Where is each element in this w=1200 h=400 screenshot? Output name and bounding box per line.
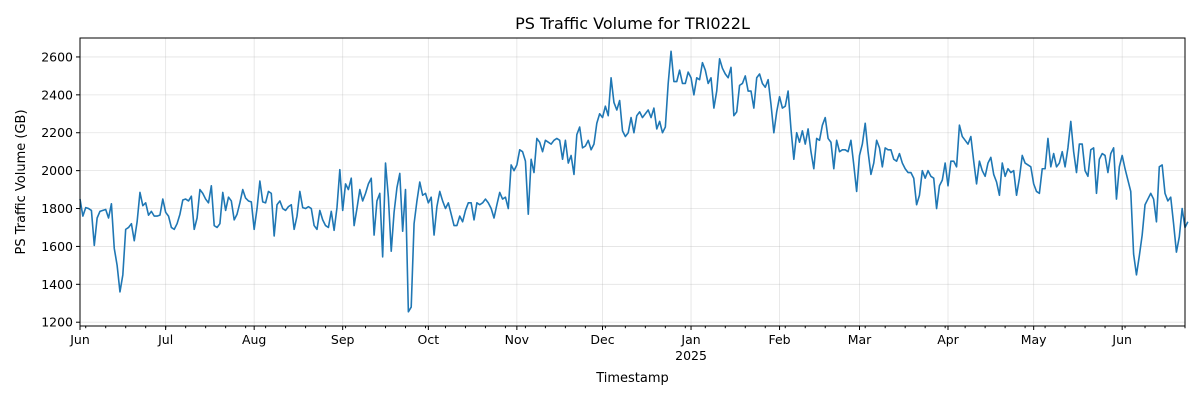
x-tick-label: May	[1021, 332, 1047, 347]
y-tick-label: 2400	[41, 87, 73, 102]
y-tick-label: 1200	[41, 315, 73, 330]
grid	[79, 38, 1185, 326]
y-tick-label: 1800	[41, 201, 73, 216]
y-tick-label: 2000	[41, 163, 73, 178]
x-tick-label: Oct	[418, 332, 440, 347]
y-axis-label: PS Traffic Volume (GB)	[14, 109, 29, 254]
x-tick-label: Sep	[331, 332, 355, 347]
x-tick-label: Jan	[680, 332, 700, 347]
x-axis-label: Timestamp	[595, 371, 669, 386]
y-tick-label: 2200	[41, 125, 73, 140]
y-tick-label: 1600	[41, 239, 73, 254]
x-tick-label: Dec	[590, 332, 614, 347]
x-tick-label: Nov	[505, 332, 530, 347]
plot-frame	[79, 37, 1186, 327]
x-tick-label: Jun	[69, 332, 90, 347]
x-tick-year-label: 2025	[675, 348, 707, 363]
x-tick-label: Jun	[1111, 332, 1132, 347]
x-tick-label: Mar	[848, 332, 872, 347]
x-tick-label: Feb	[768, 332, 790, 347]
series-line	[79, 50, 1189, 313]
y-tick-label: 1400	[41, 277, 73, 292]
chart-title: PS Traffic Volume for TRI022L	[515, 14, 750, 33]
x-tick-label: Jul	[157, 332, 173, 347]
x-tick-label: Apr	[937, 332, 959, 347]
x-tick-label: Aug	[242, 332, 266, 347]
y-axis: 1200 1400 1600 1800 2000 2200 2400 2600	[41, 49, 80, 330]
y-tick-label: 2600	[41, 49, 73, 64]
